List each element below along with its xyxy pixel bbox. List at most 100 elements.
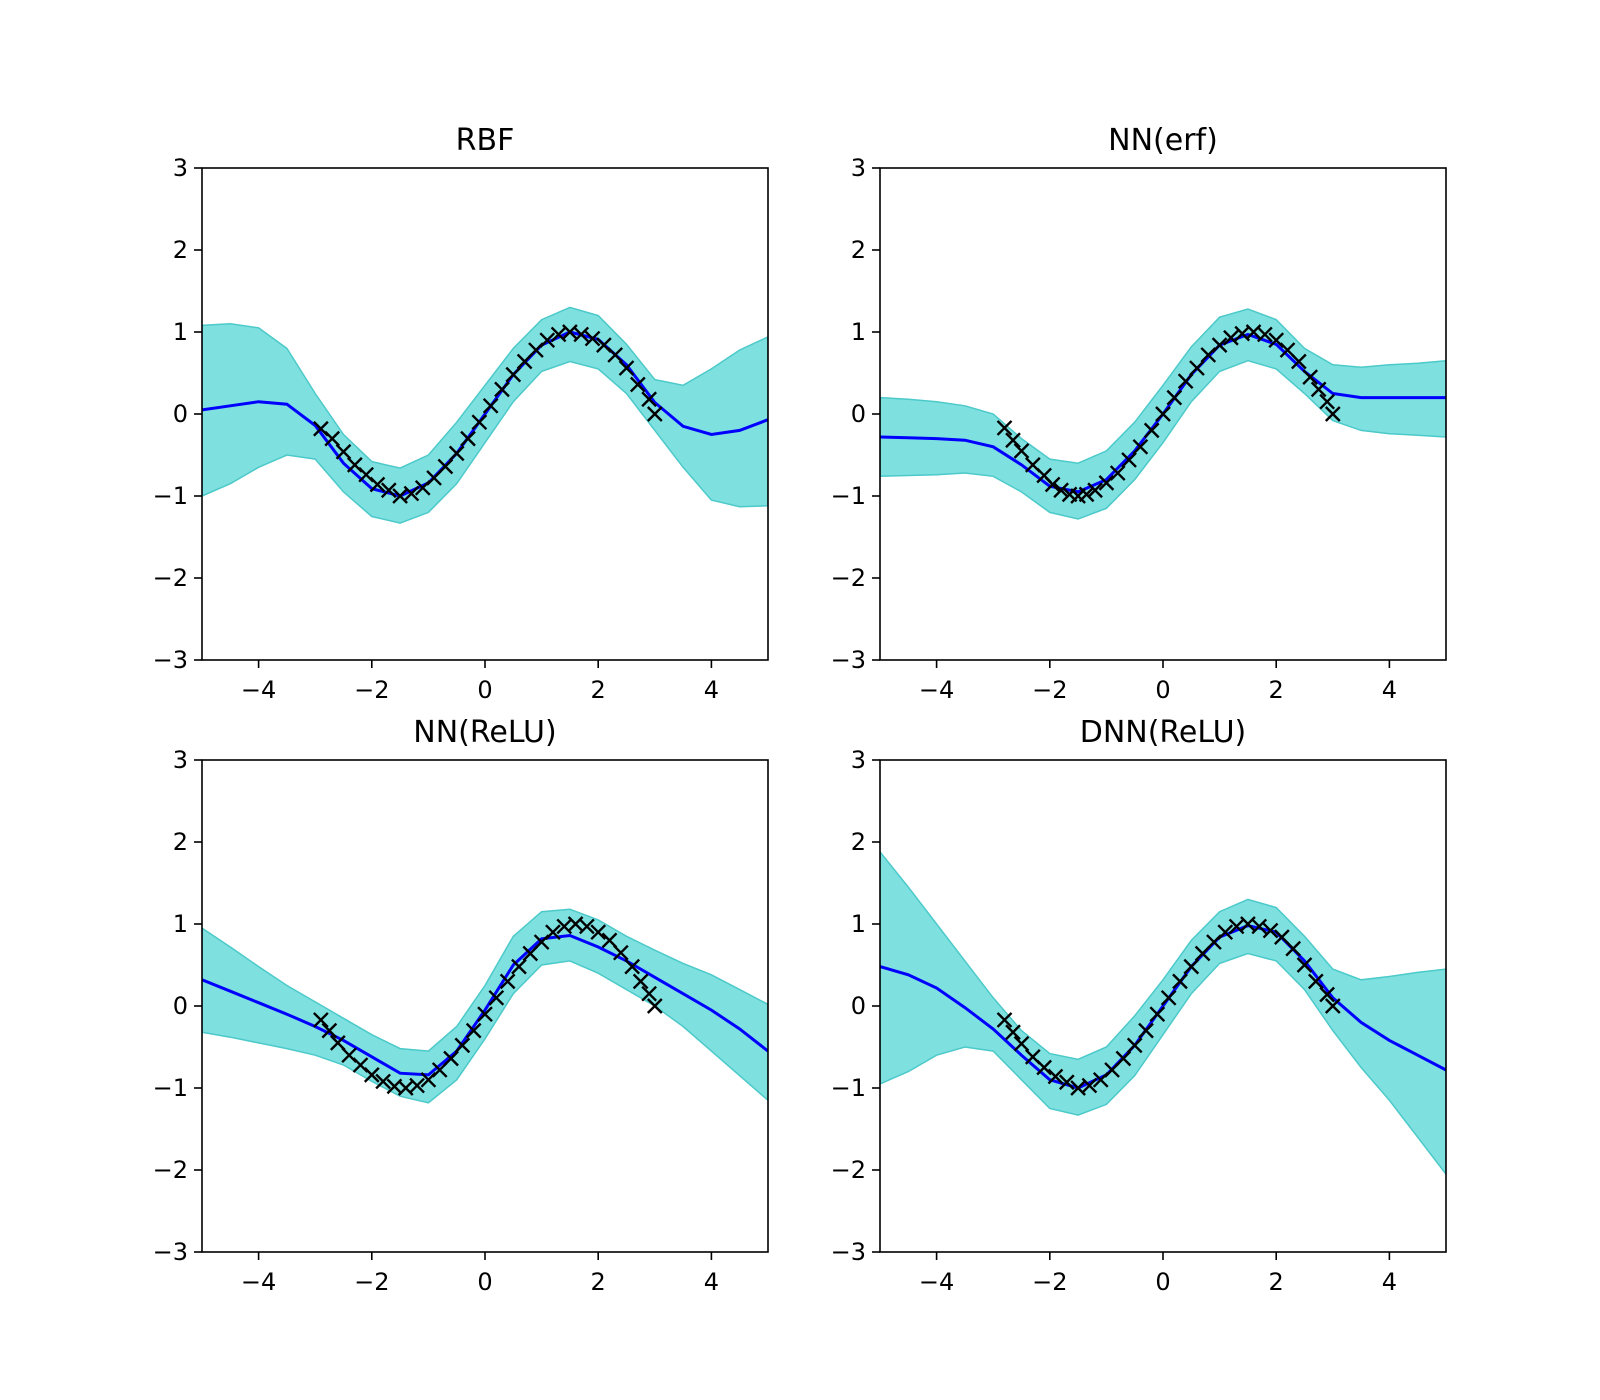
observation-marker (1149, 1006, 1166, 1023)
observation-marker (1132, 438, 1149, 455)
y-tick-label: −3 (153, 1238, 188, 1266)
x-tick-label: −2 (354, 676, 389, 704)
observation-marker (1310, 381, 1327, 398)
x-tick-label: −2 (354, 1268, 389, 1296)
observation-marker (1177, 373, 1194, 390)
observation-marker (1013, 443, 1030, 459)
observation-marker (1053, 482, 1069, 499)
observation-marker (612, 944, 629, 961)
x-tick-label: −4 (241, 1268, 276, 1296)
y-tick-label: −1 (153, 482, 188, 510)
x-tick-label: 4 (1382, 676, 1397, 704)
observation-marker (1211, 337, 1228, 353)
y-tick-label: 0 (173, 400, 188, 428)
observation-marker (545, 924, 561, 941)
x-tick-label: 0 (477, 1268, 492, 1296)
observation-marker (1143, 422, 1160, 439)
y-tick-label: 1 (173, 910, 188, 938)
observation-marker (460, 430, 476, 447)
y-tick-label: 3 (173, 154, 188, 182)
observation-marker (1005, 432, 1021, 449)
observation-marker (448, 445, 465, 462)
y-tick-label: −2 (153, 1156, 188, 1184)
subplot-nn-relu: NN(ReLU) −4 −2 0 2 4 −3 −2 −1 0 1 2 3 (153, 715, 769, 1296)
observation-marker (1109, 465, 1126, 481)
observation-marker (1324, 998, 1341, 1014)
observation-marker (375, 1073, 391, 1090)
observation-marker (1047, 1068, 1064, 1085)
y-tick-label: −3 (153, 646, 188, 674)
x-tick-label: 2 (1269, 676, 1284, 704)
observation-marker (584, 330, 601, 347)
observation-marker (1081, 1077, 1098, 1094)
observation-marker (1121, 452, 1137, 468)
y-tick-label: 2 (851, 236, 866, 264)
observation-marker (1155, 406, 1171, 422)
observation-marker (1115, 1050, 1132, 1067)
x-tick-label: 4 (704, 1268, 719, 1296)
observation-marker (590, 924, 607, 941)
y-tick-label: −3 (831, 646, 866, 674)
observation-marker (1166, 389, 1183, 406)
y-tick-label: −3 (831, 1238, 866, 1266)
x-tick-label: 4 (704, 676, 719, 704)
observation-marker (454, 1037, 471, 1054)
y-tick-label: −1 (153, 1074, 188, 1102)
subplot-rbf: RBF −4 −2 0 2 4 −3 −2 −1 0 1 2 3 (153, 123, 769, 704)
observation-marker (1087, 482, 1103, 499)
observation-marker (313, 1012, 329, 1028)
observation-marker (1324, 406, 1341, 422)
x-tick-label: −4 (919, 1268, 954, 1296)
observation-marker (369, 476, 386, 493)
observation-marker (465, 1022, 482, 1039)
y-tick-label: 0 (851, 992, 866, 1020)
observation-marker (488, 989, 505, 1006)
y-tick-label: −2 (153, 564, 188, 592)
observation-marker (646, 998, 663, 1014)
observation-marker (1078, 486, 1095, 503)
y-tick-label: 3 (851, 154, 866, 182)
observation-marker (579, 918, 595, 935)
observation-marker (601, 932, 618, 949)
observation-marker (409, 1077, 425, 1094)
observation-marker (1307, 973, 1324, 990)
observation-marker (437, 458, 454, 475)
y-tick-label: 2 (173, 236, 188, 264)
observation-marker (1044, 476, 1061, 493)
panel-title: NN(erf) (1108, 123, 1218, 158)
observation-marker (1183, 958, 1200, 975)
observation-marker (629, 376, 646, 393)
observation-marker (403, 485, 420, 502)
y-tick-label: 2 (173, 828, 188, 856)
observation-marker (573, 326, 590, 343)
observation-marker (329, 1035, 346, 1051)
observation-marker (1126, 1037, 1143, 1054)
y-tick-label: 3 (851, 746, 866, 774)
observation-marker (471, 414, 488, 431)
observation-marker (1223, 329, 1239, 346)
observation-marker (321, 1022, 338, 1039)
observation-marker (607, 347, 624, 363)
observation-marker (482, 397, 499, 414)
observation-marker (1036, 1059, 1052, 1076)
x-tick-label: 2 (1269, 1268, 1284, 1296)
observation-marker (1257, 326, 1273, 343)
panel-title: NN(ReLU) (413, 715, 556, 750)
observation-marker (641, 391, 657, 408)
observation-marker (646, 406, 663, 422)
x-tick-label: −4 (919, 676, 954, 704)
observation-marker (1302, 369, 1319, 385)
subplot-nn-erf: NN(erf) −4 −2 0 2 4 −3 −2 −1 0 1 2 3 (831, 123, 1447, 704)
observation-marker (996, 420, 1013, 436)
observation-marker (1296, 957, 1313, 973)
observation-marker (505, 366, 522, 383)
x-tick-label: 4 (1382, 1268, 1397, 1296)
observation-marker (1319, 393, 1335, 410)
mean-line (202, 330, 768, 498)
x-tick-label: 2 (591, 676, 606, 704)
observation-marker (624, 958, 641, 975)
observation-marker (363, 1067, 380, 1083)
x-tick-label: 2 (591, 1268, 606, 1296)
observation-marker (1262, 922, 1279, 939)
y-tick-label: 1 (851, 910, 866, 938)
